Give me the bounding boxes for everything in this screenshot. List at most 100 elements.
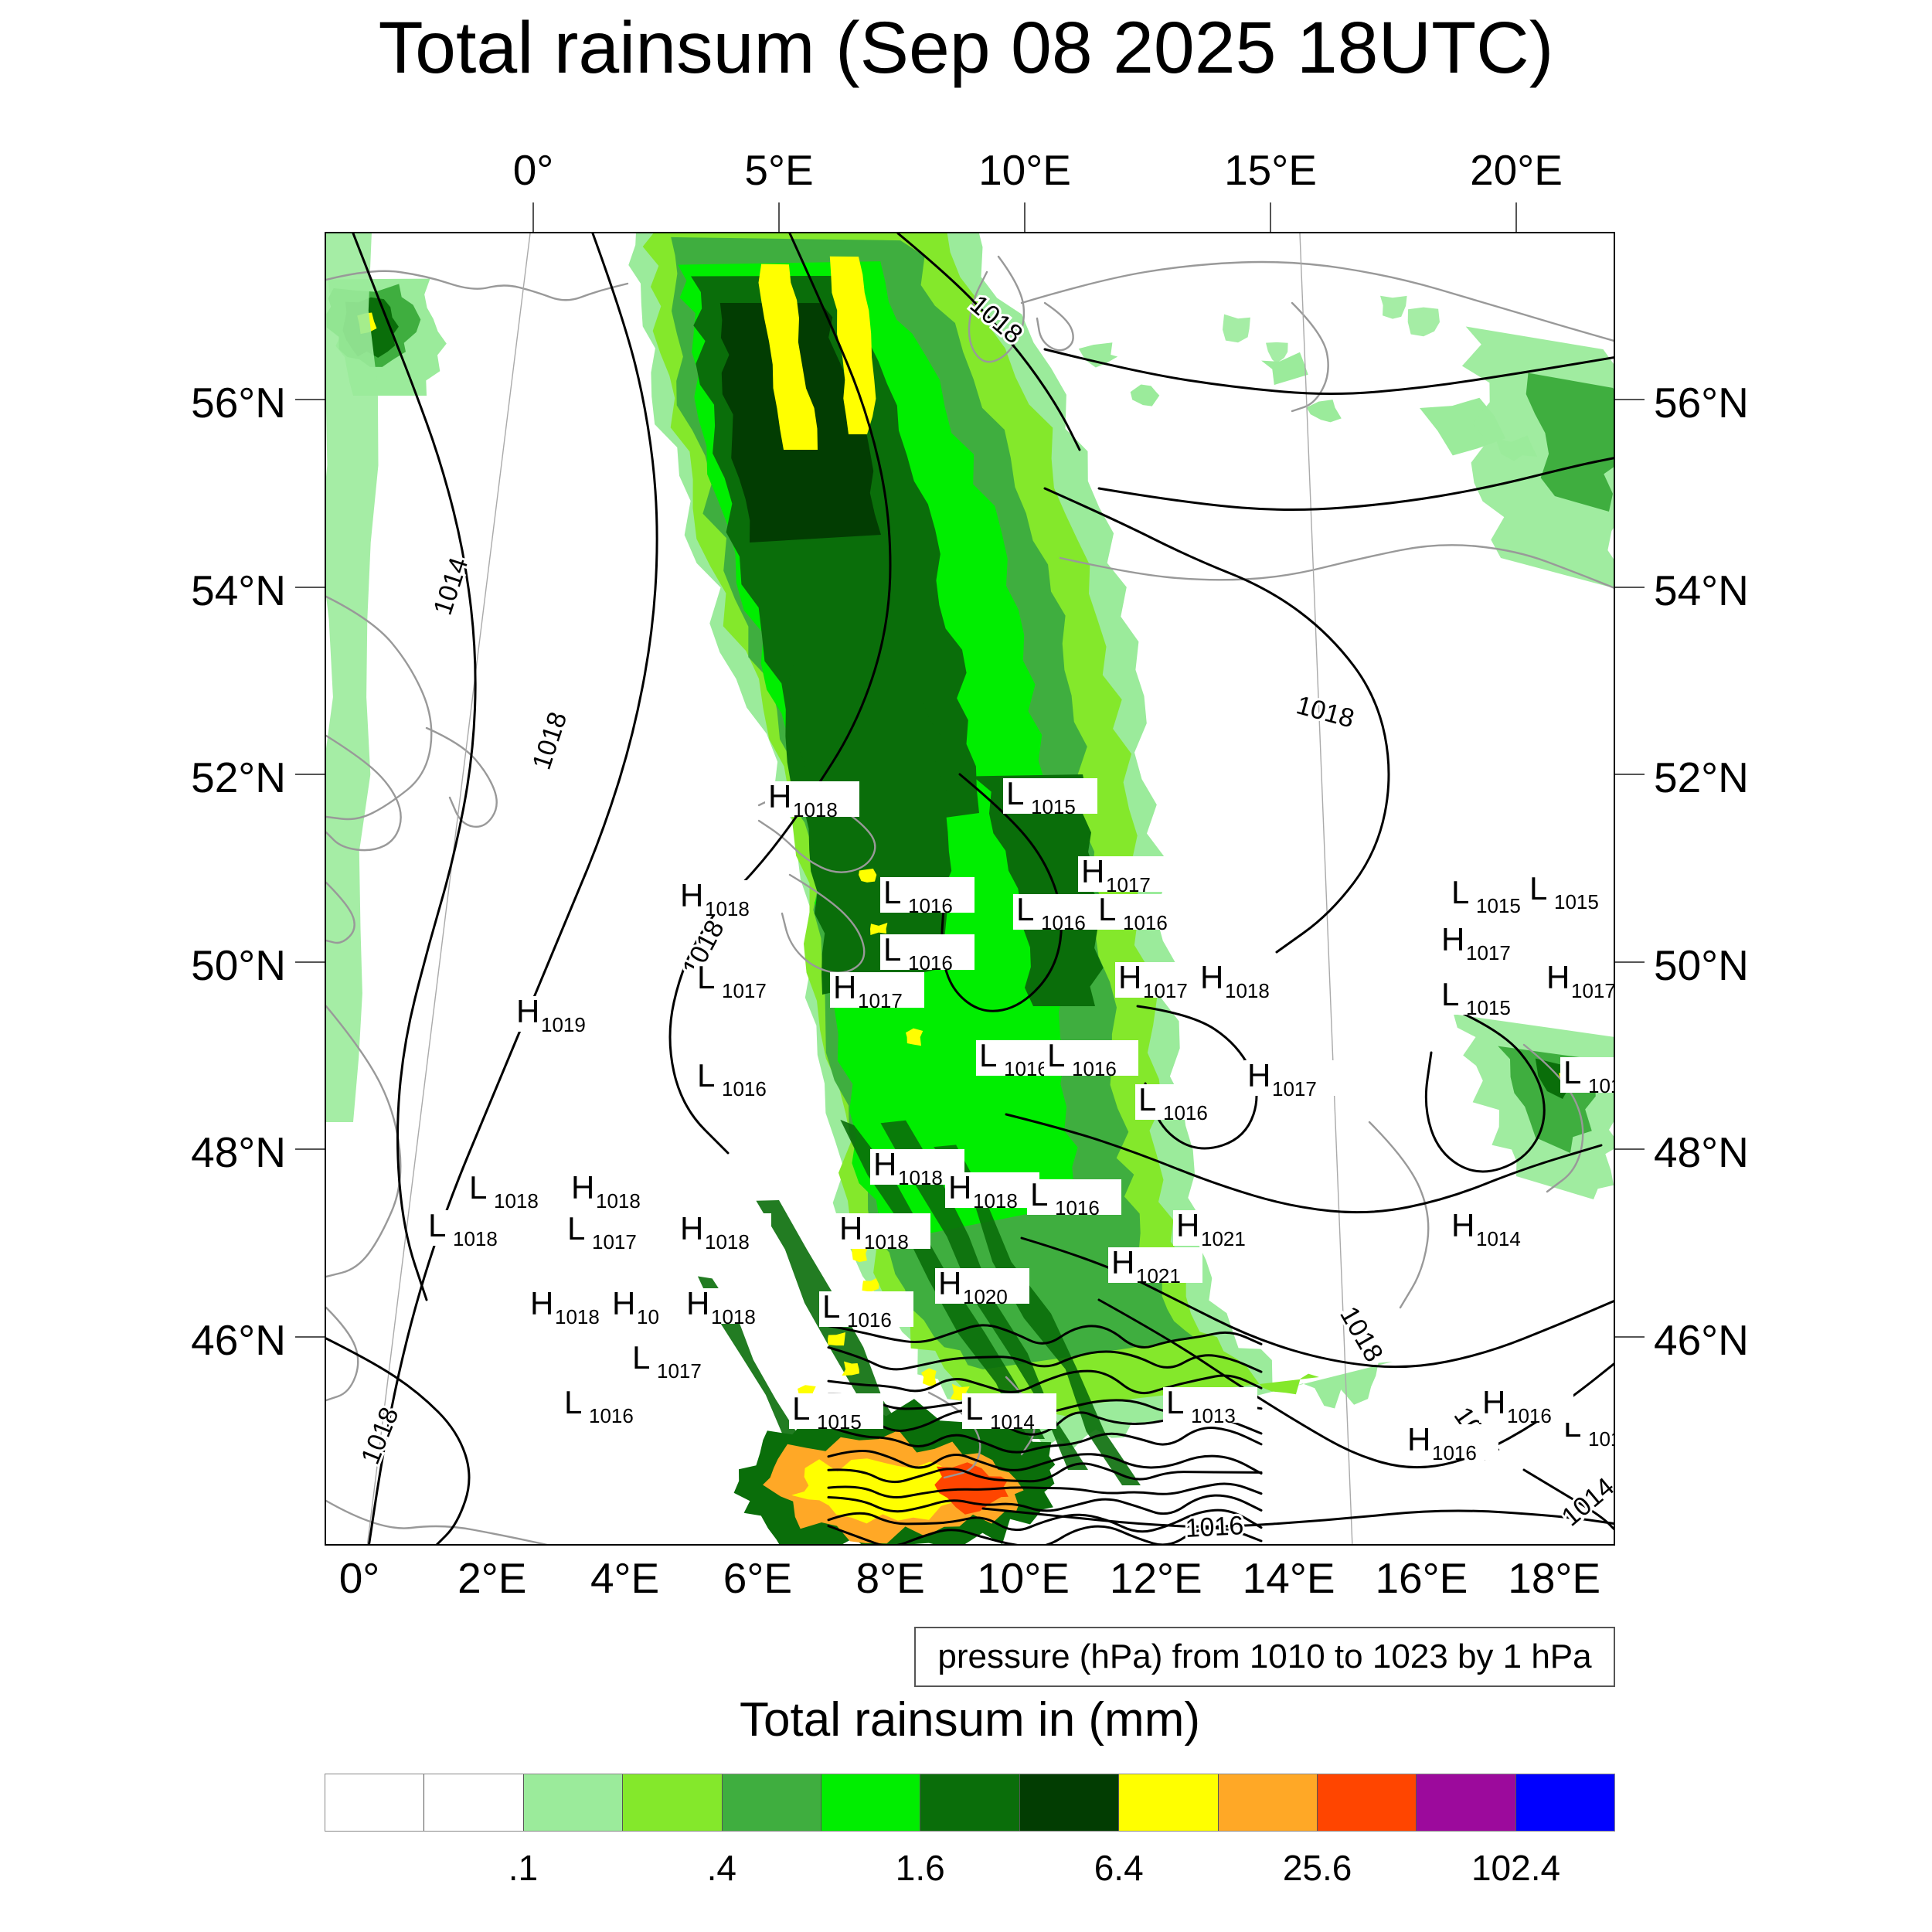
svg-text:L: L: [428, 1207, 446, 1243]
svg-text:H: H: [1081, 853, 1104, 889]
svg-text:1016: 1016: [1507, 1404, 1552, 1427]
svg-text:H: H: [1482, 1384, 1505, 1420]
svg-text:L: L: [822, 1288, 840, 1325]
svg-text:L: L: [965, 1390, 983, 1427]
svg-text:L: L: [792, 1390, 810, 1427]
svg-text:1016: 1016: [847, 1308, 892, 1332]
svg-text:L: L: [883, 874, 901, 910]
svg-text:L: L: [469, 1169, 487, 1206]
svg-text:H: H: [1247, 1057, 1270, 1094]
svg-text:1016: 1016: [722, 1077, 767, 1100]
svg-text:1015: 1015: [1476, 894, 1521, 917]
svg-text:L: L: [1030, 1176, 1048, 1213]
svg-text:L: L: [1016, 891, 1034, 927]
svg-text:H: H: [516, 993, 539, 1029]
svg-text:1018: 1018: [705, 897, 750, 920]
svg-text:1020: 1020: [963, 1285, 1008, 1308]
svg-text:H: H: [612, 1285, 635, 1321]
svg-text:L: L: [1166, 1384, 1184, 1420]
svg-text:L: L: [697, 1057, 715, 1094]
svg-text:1017: 1017: [1466, 941, 1511, 964]
svg-text:1016: 1016: [908, 951, 953, 975]
svg-text:1016: 1016: [1004, 1057, 1049, 1080]
svg-text:1018: 1018: [453, 1227, 498, 1250]
svg-text:1018: 1018: [864, 1230, 909, 1253]
svg-text:1016: 1016: [1185, 1511, 1245, 1543]
svg-text:1018: 1018: [1225, 979, 1270, 1002]
svg-text:1016: 1016: [908, 894, 953, 917]
svg-text:H: H: [768, 778, 791, 815]
svg-text:H: H: [948, 1169, 971, 1206]
svg-text:1017: 1017: [657, 1359, 702, 1383]
svg-text:1017: 1017: [1272, 1077, 1317, 1100]
svg-text:1016: 1016: [1432, 1441, 1477, 1464]
svg-text:1015: 1015: [1554, 890, 1599, 913]
svg-text:L: L: [697, 959, 715, 995]
svg-text:L: L: [1563, 1054, 1581, 1090]
svg-text:1018: 1018: [793, 798, 838, 821]
svg-text:L: L: [632, 1339, 650, 1376]
svg-text:1018: 1018: [555, 1305, 600, 1328]
svg-text:H: H: [530, 1285, 553, 1321]
svg-text:H: H: [1407, 1421, 1430, 1458]
svg-text:1016: 1016: [1041, 911, 1086, 934]
svg-text:H: H: [938, 1265, 961, 1301]
svg-text:H: H: [680, 877, 703, 913]
svg-text:1015: 1015: [1031, 795, 1076, 818]
svg-text:1016: 1016: [589, 1404, 634, 1427]
svg-text:H: H: [1441, 921, 1464, 957]
svg-text:1018: 1018: [1334, 1301, 1389, 1367]
svg-text:L: L: [883, 931, 901, 968]
svg-text:1015: 1015: [1466, 996, 1511, 1019]
svg-text:1018: 1018: [711, 1305, 756, 1328]
svg-text:H: H: [1546, 959, 1570, 995]
svg-text:1021: 1021: [1201, 1227, 1246, 1250]
svg-text:L: L: [1006, 775, 1024, 811]
svg-text:10: 10: [637, 1305, 659, 1328]
svg-text:1019: 1019: [541, 1013, 586, 1036]
svg-text:1016: 1016: [1163, 1101, 1208, 1124]
svg-text:L: L: [1451, 874, 1469, 910]
svg-text:L: L: [564, 1384, 582, 1420]
svg-text:L: L: [1138, 1081, 1156, 1117]
svg-text:1018: 1018: [596, 1189, 641, 1213]
svg-text:1014: 1014: [1476, 1227, 1521, 1250]
svg-text:1016: 1016: [1055, 1196, 1100, 1219]
svg-text:L: L: [1529, 870, 1547, 906]
svg-text:1016: 1016: [1072, 1057, 1117, 1080]
svg-text:1013: 1013: [1588, 1074, 1615, 1097]
svg-text:L: L: [1441, 976, 1459, 1012]
svg-text:L: L: [1047, 1037, 1065, 1073]
svg-text:1018: 1018: [355, 1403, 405, 1468]
svg-text:1018: 1018: [705, 1230, 750, 1253]
svg-text:H: H: [1111, 1244, 1134, 1281]
svg-text:L: L: [1098, 891, 1116, 927]
svg-text:H: H: [1176, 1207, 1199, 1243]
svg-text:1018: 1018: [973, 1189, 1018, 1213]
svg-text:H: H: [833, 969, 856, 1005]
svg-text:1018: 1018: [527, 709, 573, 774]
svg-text:H: H: [1200, 959, 1223, 995]
svg-text:1017: 1017: [858, 989, 903, 1012]
svg-text:1014: 1014: [1588, 1427, 1615, 1451]
svg-text:H: H: [1118, 959, 1141, 995]
svg-text:1013: 1013: [1191, 1404, 1236, 1427]
svg-text:1018: 1018: [898, 1166, 943, 1189]
svg-text:1017: 1017: [722, 979, 767, 1002]
svg-text:1018: 1018: [494, 1189, 539, 1213]
svg-text:1017: 1017: [1571, 979, 1615, 1002]
svg-text:H: H: [873, 1146, 896, 1182]
svg-text:H: H: [686, 1285, 709, 1321]
svg-text:H: H: [571, 1169, 594, 1206]
svg-text:1018: 1018: [1293, 690, 1357, 733]
svg-text:H: H: [680, 1210, 703, 1247]
svg-text:H: H: [839, 1210, 862, 1247]
svg-text:H: H: [1451, 1207, 1475, 1243]
svg-text:1017: 1017: [592, 1230, 637, 1253]
svg-text:L: L: [979, 1037, 997, 1073]
svg-text:1015: 1015: [817, 1410, 862, 1434]
svg-text:1017: 1017: [1143, 979, 1188, 1002]
svg-text:1021: 1021: [1136, 1264, 1181, 1287]
svg-text:L: L: [567, 1210, 585, 1247]
svg-text:1016: 1016: [1123, 911, 1168, 934]
